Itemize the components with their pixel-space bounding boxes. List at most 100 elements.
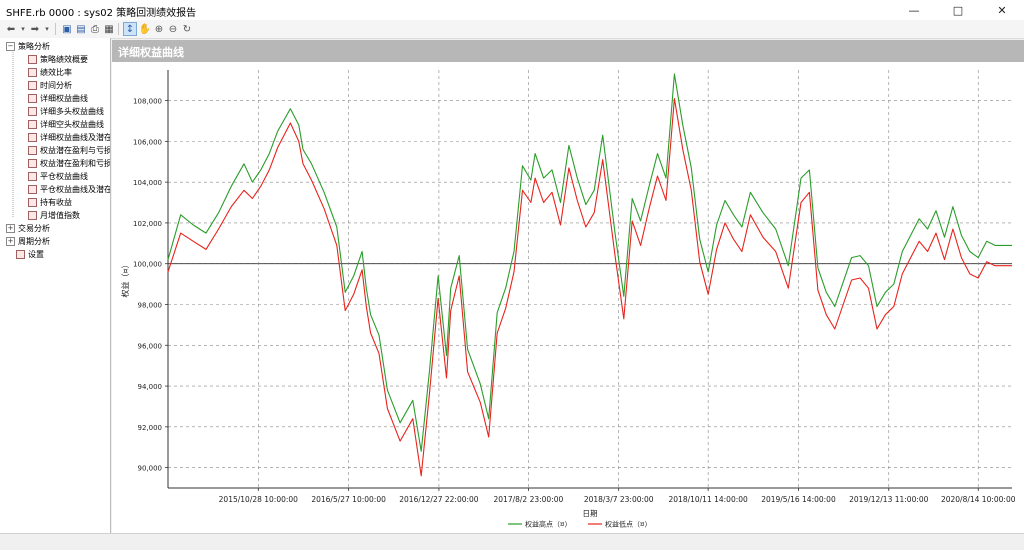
y-axis-label: 权益（¤） [120, 260, 130, 297]
chart-panel: 详细权益曲线 90,000 92,000 94,000 96,000 98,000 100… [112, 40, 1024, 533]
tree-item[interactable]: 权益潜在盈利和亏损 [28, 157, 111, 170]
save-icon[interactable]: ▣ [62, 23, 72, 35]
minimize-icon[interactable]: — [908, 3, 920, 17]
zoom-out-icon[interactable]: ⊖ [168, 23, 178, 35]
tree-item[interactable]: 详细多头权益曲线 [28, 105, 104, 118]
window-title-bar: SHFE.rb 0000 : sys02 策略回测绩效报告 — □ ✕ [0, 0, 1024, 21]
tree-item-label: 平仓权益曲线及潜在 [40, 185, 111, 194]
report-page-icon [28, 185, 37, 194]
tree-item-label: 平仓权益曲线 [40, 172, 88, 181]
settings-icon [16, 250, 25, 259]
report-page-icon [28, 81, 37, 90]
y-tick-label: 94,000 [138, 383, 163, 391]
y-tick-label: 100,000 [133, 261, 162, 269]
tree-item[interactable]: 持有收益 [28, 196, 72, 209]
x-tick-label: 2018/10/11 14:00:00 [669, 495, 749, 504]
tree-group-label: 周期分析 [18, 237, 50, 246]
dropdown-icon[interactable]: ▾ [45, 25, 49, 33]
tree-group[interactable]: + 交易分析 [6, 222, 50, 235]
series-line-high [167, 73, 1012, 452]
report-page-icon [28, 133, 37, 142]
tree-item-label: 设置 [28, 250, 44, 259]
y-tick-label: 90,000 [138, 465, 163, 473]
zoom-in-icon[interactable]: ⊕ [154, 23, 164, 35]
report-page-icon [28, 68, 37, 77]
tree-item[interactable]: 详细权益曲线及潜在 [28, 131, 111, 144]
y-tick-label: 108,000 [133, 98, 162, 106]
collapse-icon[interactable]: − [6, 42, 15, 51]
y-tick-label: 98,000 [138, 301, 163, 309]
toolbar: ⬅ ▾ ➡ ▾ ▣ ▤ ⎙ ▦ ↕ ✋ ⊕ ⊖ ↻ [0, 20, 1024, 39]
pointer-icon[interactable]: ↕ [123, 22, 137, 36]
y-tick-label: 102,000 [133, 220, 162, 228]
print-icon[interactable]: ⎙ [91, 23, 99, 35]
back-arrow-icon[interactable]: ⬅ [6, 23, 16, 35]
report-page-icon [28, 172, 37, 181]
x-tick-label: 2019/5/16 14:00:00 [761, 495, 836, 504]
x-axis-label: 日期 [583, 509, 598, 518]
window-title: SHFE.rb 0000 : sys02 策略回测绩效报告 [6, 8, 197, 19]
export-icon[interactable]: ▤ [76, 23, 86, 35]
tree-item-label: 策略绩效概要 [40, 55, 88, 64]
x-tick-label: 2015/10/28 10:00:00 [219, 495, 299, 504]
tree-connector-lines [12, 52, 14, 218]
tree-group[interactable]: + 周期分析 [6, 235, 50, 248]
window-icon[interactable]: ▦ [104, 23, 114, 35]
x-tick-label: 2016/12/27 22:00:00 [399, 495, 479, 504]
tree-item[interactable]: 绩效比率 [28, 66, 72, 79]
report-page-icon [28, 94, 37, 103]
tree-item[interactable]: 权益潜在盈利与亏损 [28, 144, 111, 157]
expand-icon[interactable]: + [6, 224, 15, 233]
forward-arrow-icon[interactable]: ➡ [30, 23, 40, 35]
hand-icon[interactable]: ✋ [138, 23, 152, 35]
report-page-icon [28, 198, 37, 207]
tree-item[interactable]: 时间分析 [28, 79, 72, 92]
legend-label: 权益低点（¤） [605, 520, 651, 529]
report-page-icon [28, 120, 37, 129]
tree-item-label: 详细权益曲线及潜在 [40, 133, 111, 142]
tree-item[interactable]: 平仓权益曲线 [28, 170, 88, 183]
report-tree: − 策略分析策略绩效概要 绩效比率时间分析详细权益曲线详细多头权益曲线 详细空头权益曲… [0, 38, 111, 533]
tree-item[interactable]: 策略绩效概要 [28, 53, 88, 66]
tree-item-label: 权益潜在盈利与亏损 [40, 146, 111, 155]
maximize-icon[interactable]: □ [952, 3, 964, 17]
tree-group[interactable]: − 策略分析 [6, 40, 50, 53]
x-tick-label: 2017/8/2 23:00:00 [494, 495, 564, 504]
report-page-icon [28, 55, 37, 64]
y-tick-label: 104,000 [133, 179, 162, 187]
tree-item-label: 绩效比率 [40, 68, 72, 77]
tree-group-label: 交易分析 [18, 224, 50, 233]
y-tick-label: 106,000 [133, 138, 162, 146]
tree-item[interactable]: 月增值指数 [28, 209, 80, 222]
report-page-icon [28, 107, 37, 116]
refresh-icon[interactable]: ↻ [182, 23, 192, 35]
tree-item-label: 详细多头权益曲线 [40, 107, 104, 116]
tree-group-label: 策略分析 [18, 42, 50, 51]
y-tick-label: 96,000 [138, 342, 163, 350]
toolbar-separator [118, 23, 119, 35]
tree-item[interactable]: 详细空头权益曲线 [28, 118, 104, 131]
y-tick-label: 92,000 [138, 424, 163, 432]
x-tick-label: 2018/3/7 23:00:00 [584, 495, 654, 504]
x-tick-label: 2019/12/13 11:00:00 [849, 495, 929, 504]
tree-item-label: 详细空头权益曲线 [40, 120, 104, 129]
chart-header: 详细权益曲线 [112, 40, 1024, 62]
series-line-low [167, 97, 1012, 477]
status-bar [0, 533, 1024, 550]
dropdown-icon[interactable]: ▾ [21, 25, 25, 33]
tree-item[interactable]: 平仓权益曲线及潜在 [28, 183, 111, 196]
tree-item-label: 月增值指数 [40, 211, 80, 220]
tree-item[interactable]: 详细权益曲线 [28, 92, 88, 105]
tree-item-label: 持有收益 [40, 198, 72, 207]
legend-label: 权益高点（¤） [525, 520, 571, 529]
x-tick-label: 2016/5/27 10:00:00 [311, 495, 386, 504]
tree-item-settings[interactable]: 设置 [16, 248, 44, 261]
close-icon[interactable]: ✕ [997, 3, 1007, 17]
chart-panel-title: 详细权益曲线 [118, 46, 184, 59]
tree-item-label: 权益潜在盈利和亏损 [40, 159, 111, 168]
equity-chart[interactable]: 90,000 92,000 94,000 96,000 98,000 100,000 102… [112, 62, 1024, 533]
report-page-icon [28, 159, 37, 168]
tree-item-label: 时间分析 [40, 81, 72, 90]
report-page-icon [28, 211, 37, 220]
expand-icon[interactable]: + [6, 237, 15, 246]
